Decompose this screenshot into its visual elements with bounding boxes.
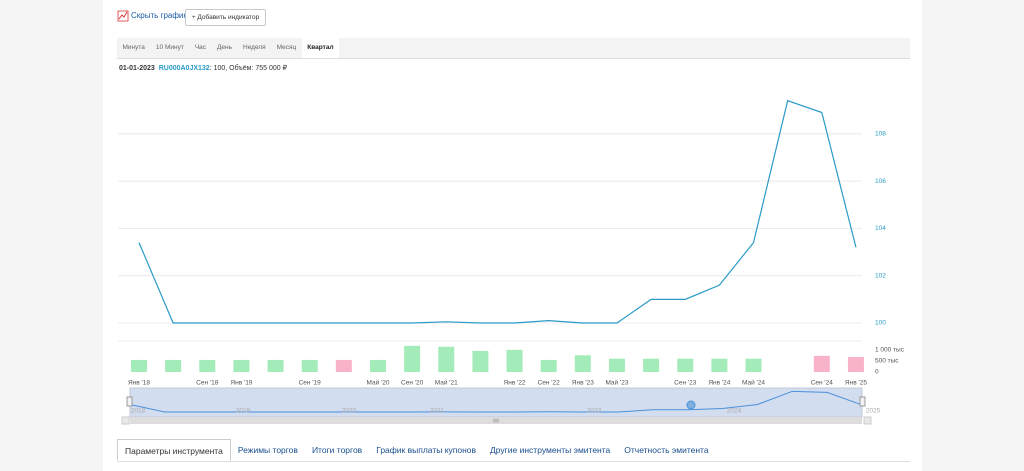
navigator-year: 2021 <box>430 408 445 415</box>
x-tick-label: Май '23 <box>605 379 628 387</box>
navigator-line <box>129 390 863 413</box>
info-tab[interactable]: Отчетность эмитента <box>624 445 709 455</box>
scroll-grip <box>493 418 499 423</box>
info-tab[interactable]: График выплаты купонов <box>376 445 477 455</box>
info-line: 01-01-2023 RU000A0JX132: 100, Объём: 755… <box>119 64 287 72</box>
hide-chart-link[interactable]: Скрыть график <box>131 11 187 20</box>
volume-bar <box>165 359 182 372</box>
navigator-marker <box>686 400 696 410</box>
x-tick-label: Сен '20 <box>401 380 424 387</box>
x-tick-label: Янв '25 <box>845 380 867 387</box>
volume-bar <box>608 358 625 372</box>
volume-bar <box>540 359 557 372</box>
scroll-arrow[interactable] <box>863 416 872 425</box>
x-tick-label: Сен '22 <box>538 380 561 387</box>
volume-bar <box>745 358 762 372</box>
volume-bar <box>711 358 728 372</box>
y-tick-label: 106 <box>875 178 886 185</box>
info-tab[interactable]: Параметры инструмента <box>117 439 231 461</box>
period-tab[interactable]: Месяц <box>276 44 297 51</box>
period-tab[interactable]: Квартал <box>301 38 340 58</box>
period-tab[interactable]: Час <box>194 44 207 51</box>
volume-bar <box>574 355 591 372</box>
x-tick-label: Сен '19 <box>299 380 322 387</box>
volume-bar <box>267 359 284 372</box>
volume-bar <box>472 350 489 372</box>
y-tick-label: 100 <box>875 320 886 327</box>
volume-bar <box>199 359 216 372</box>
volume-bar <box>233 359 250 372</box>
x-tick-label: Янв '24 <box>708 380 730 387</box>
period-tab[interactable]: 10 Минут <box>155 44 184 51</box>
navigator-handle[interactable] <box>126 396 133 407</box>
price-line <box>138 99 857 324</box>
navigator-handle[interactable] <box>859 396 866 407</box>
navigator-year: 2018 <box>131 408 146 415</box>
navigator-year: 2025 <box>866 408 881 415</box>
y-tick-label: 104 <box>875 225 886 232</box>
volume-bar <box>404 345 421 372</box>
volume-bar <box>369 359 386 372</box>
info-date: 01-01-2023 <box>119 65 155 72</box>
x-tick-label: Май '24 <box>742 379 765 387</box>
y-tick-label: 0 <box>875 369 879 376</box>
x-tick-label: Май '21 <box>435 379 458 387</box>
x-tick-label: Янв '18 <box>128 380 150 387</box>
period-tab[interactable]: Минута <box>122 44 145 51</box>
y-tick-label: 108 <box>875 131 886 138</box>
x-tick-label: Май '20 <box>366 379 389 387</box>
y-tick-label: 1 000 тыс <box>875 347 905 354</box>
volume-bar <box>813 355 830 372</box>
hide-icon[interactable] <box>117 10 129 22</box>
volume-bar <box>131 359 147 372</box>
volume-bar <box>506 349 523 372</box>
add-indicator-button[interactable]: + Добавить индикатор <box>185 9 266 26</box>
info-ticker[interactable]: RU000A0JX132 <box>158 65 210 72</box>
volume-bar <box>677 358 694 372</box>
volume-bar <box>847 356 864 372</box>
scroll-arrow[interactable] <box>121 416 130 425</box>
navigator-year: 2023 <box>587 408 602 415</box>
x-tick-label: Янв '19 <box>230 380 252 387</box>
navigator-year: 2020 <box>342 408 357 415</box>
volume-bar <box>335 359 352 372</box>
info-tab[interactable]: Итоги торгов <box>311 445 363 455</box>
y-tick-label: 102 <box>875 272 886 279</box>
info-tab[interactable]: Другие инструменты эмитента <box>490 445 611 455</box>
x-tick-label: Сен '18 <box>196 380 219 387</box>
info-rest: : 100, Объём: 755 000 ₽ <box>209 65 288 72</box>
period-tab[interactable]: День <box>217 44 233 51</box>
period-tabs: Минута 10 Минут Час День Неделя Месяц Квартал <box>117 38 910 59</box>
x-tick-label: Сен '24 <box>811 380 834 387</box>
volume-bar <box>643 358 660 372</box>
x-tick-label: Сен '23 <box>674 380 697 387</box>
period-tab[interactable]: Неделя <box>243 44 266 51</box>
navigator-year: 2019 <box>236 408 251 415</box>
y-tick-label: 500 тыс <box>875 358 899 365</box>
bottom-tabs: Параметры инструмента Режимы торгов Итоги … <box>117 439 910 462</box>
info-tab[interactable]: Режимы торгов <box>237 445 298 455</box>
x-tick-label: Янв '22 <box>504 380 526 387</box>
navigator-year: 2024 <box>727 408 742 415</box>
x-tick-label: Янв '23 <box>572 380 594 387</box>
volume-bar <box>438 346 455 372</box>
volume-bar <box>301 359 318 372</box>
